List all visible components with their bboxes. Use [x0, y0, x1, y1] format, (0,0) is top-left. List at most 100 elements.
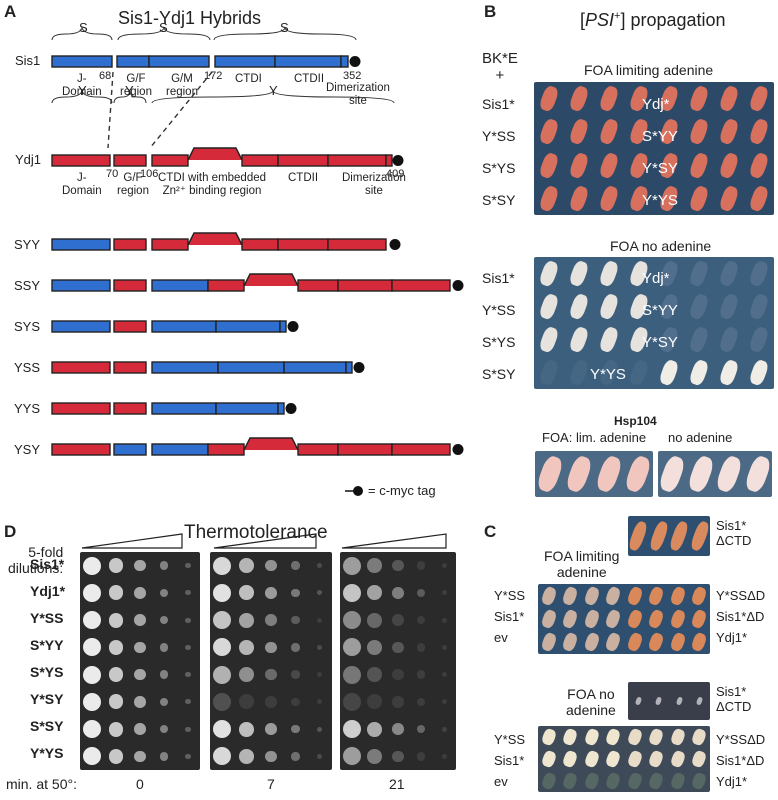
growth-spot: [83, 747, 101, 766]
panel-c-letter: C: [484, 522, 497, 541]
colony-streak: [647, 771, 665, 791]
hybrid-label-syy: SYY: [14, 237, 41, 252]
ydj1-pos-70: 70: [106, 168, 119, 180]
growth-spot: [417, 697, 426, 707]
colony-streak: [626, 631, 644, 653]
colony-streak: [647, 585, 665, 607]
colony-streak: [696, 696, 704, 706]
colony-streak: [626, 608, 644, 630]
growth-spot: [134, 641, 146, 654]
growth-spot: [83, 583, 101, 602]
growth-spot: [83, 611, 101, 630]
sis1-bracket-3: S: [280, 20, 289, 35]
ydj1-bracket-3: Y: [269, 83, 278, 98]
c-plate2-title: FOA no adenine: [566, 686, 616, 718]
growth-spot: [185, 753, 191, 759]
colony-streak: [538, 151, 560, 180]
colony-streak: [598, 184, 620, 213]
growth-spot: [185, 590, 191, 596]
hybrid-label-ysy: YSY: [14, 442, 41, 457]
colony-streak: [688, 184, 710, 213]
ydj1-bracket-2: Y: [125, 83, 134, 98]
foa-limiting-adenine-plate: [534, 82, 774, 215]
growth-spot: [265, 641, 277, 654]
colony-streak: [669, 608, 687, 630]
growth-spot: [265, 750, 277, 763]
growth-spot: [239, 585, 254, 601]
colony-streak: [626, 727, 644, 747]
b2-row-label: S*YS: [482, 334, 516, 350]
b2-plate-label: Ydj*: [642, 270, 670, 287]
panel-a-title: Sis1-Ydj1 Hybrids: [118, 8, 262, 28]
colony-streak: [623, 454, 653, 494]
growth-spot: [185, 672, 191, 678]
growth-spot: [159, 643, 169, 652]
d-row-label: S*YY: [30, 637, 64, 653]
ydj1-pos-106: 106: [140, 168, 159, 180]
colony-streak: [540, 749, 558, 769]
growth-spot: [342, 665, 361, 684]
growth-spot: [239, 667, 254, 683]
growth-spot: [134, 614, 146, 626]
plate1-title: FOA limiting adenine: [584, 62, 714, 78]
colony-streak: [675, 696, 683, 706]
growth-spot: [291, 588, 300, 598]
growth-spot: [83, 720, 101, 739]
colony-streak: [583, 749, 601, 769]
growth-spot: [342, 638, 361, 657]
sis1-domain-gf: G/F region: [120, 73, 152, 98]
colony-streak: [718, 117, 740, 146]
c2-left-label: ev: [494, 774, 508, 789]
growth-spot: [342, 720, 361, 739]
b2-plate-label: S*YY: [642, 302, 678, 319]
colony-streak: [718, 151, 740, 180]
time-label: min. at 50°:: [6, 776, 77, 792]
colony-streak: [538, 325, 560, 354]
colony-streak: [690, 585, 708, 607]
growth-spot: [367, 558, 383, 574]
growth-spot: [417, 670, 426, 679]
colony-streak: [690, 727, 708, 747]
growth-spot: [213, 692, 232, 711]
colony-streak: [634, 696, 642, 706]
colony-streak: [604, 585, 622, 607]
b1-plate-label: S*YY: [642, 128, 678, 145]
b2-plate-label: Y*YS: [590, 366, 626, 383]
colony-streak: [669, 771, 687, 791]
growth-spot: [291, 697, 300, 707]
growth-spot: [213, 611, 232, 630]
colony-streak: [626, 585, 644, 607]
legend-cmyc-tag: = c-myc tag: [368, 483, 436, 498]
growth-spot: [317, 590, 323, 596]
d-row-label: S*YS: [30, 664, 64, 680]
hybrid-label-sys: SYS: [14, 319, 41, 334]
growth-spot: [392, 750, 404, 763]
growth-spot: [108, 585, 124, 601]
growth-spot: [417, 752, 426, 761]
growth-spot: [441, 563, 447, 569]
growth-spot: [441, 590, 447, 596]
sis1-bracket-1: S: [79, 20, 88, 35]
growth-spot: [159, 724, 169, 734]
growth-spot: [134, 750, 146, 763]
ydj1-pos-409: 409: [386, 168, 405, 180]
growth-spot: [317, 563, 323, 569]
b2-row-label: Y*SS: [482, 302, 516, 318]
d-row-label: S*SY: [30, 718, 64, 734]
colony-streak: [568, 358, 590, 387]
colony-streak: [538, 184, 560, 213]
growth-spot: [367, 667, 383, 683]
growth-spot: [213, 583, 232, 602]
sis1-domain-dimer: Dimerization site: [326, 82, 390, 107]
colony-streak: [538, 259, 560, 288]
colony-streak: [540, 771, 558, 791]
strain-label: BK*E +: [482, 50, 518, 84]
growth-spot: [367, 721, 383, 737]
d-row-label: Y*YS: [30, 745, 64, 761]
colony-streak: [538, 292, 560, 321]
growth-spot: [108, 748, 124, 764]
colony-streak: [718, 292, 740, 321]
ydj1-domain-ctdi: CTDI with embedded Zn²⁺ binding region: [158, 172, 267, 197]
c-right-top-2: Sis1* ΔCTD: [716, 684, 752, 714]
growth-spot: [367, 585, 383, 601]
